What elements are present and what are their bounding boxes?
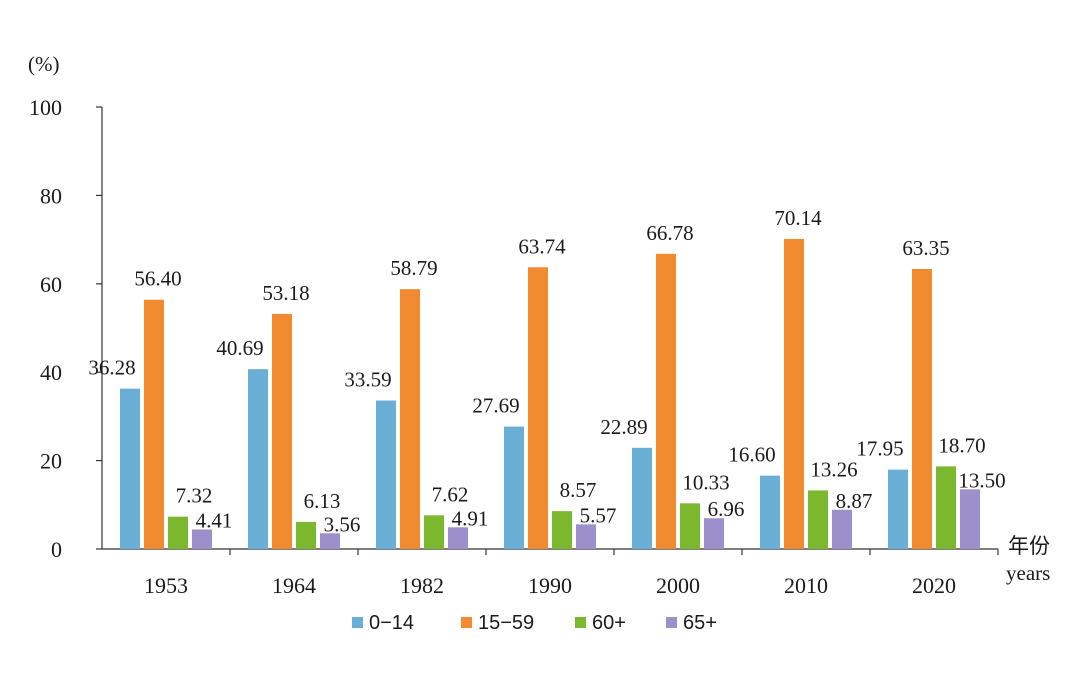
data-label: 3.56 [324, 512, 361, 536]
bar [656, 253, 676, 549]
bar [832, 509, 852, 549]
data-label: 8.87 [836, 489, 873, 513]
legend: 0−14 15−59 60+ 65+ [352, 612, 717, 634]
bar [320, 533, 340, 549]
bar [168, 516, 188, 549]
data-labels: 36.28 56.40 7.324.41 40.69 53.18 6.133.56 33.5… [88, 206, 1005, 536]
bar [528, 267, 548, 549]
bar [808, 490, 828, 549]
bar [376, 400, 396, 549]
legend-swatch [461, 617, 472, 628]
y-tick-label: 80 [40, 183, 62, 208]
data-label: 22.89 [600, 415, 647, 439]
y-tick-label: 40 [40, 360, 62, 385]
y-tick-label: 100 [29, 95, 62, 120]
y-axis-unit: (%) [28, 52, 59, 76]
data-label: 6.13 [304, 489, 341, 513]
data-label: 63.35 [902, 236, 949, 260]
data-label: 66.78 [646, 221, 693, 245]
legend-label: 0−14 [369, 612, 414, 634]
data-label: 10.33 [682, 470, 729, 494]
bar [272, 313, 292, 549]
bar [424, 515, 444, 549]
data-label: 8.57 [560, 478, 597, 502]
data-label: 36.28 [88, 356, 135, 380]
legend-label: 15−59 [478, 612, 534, 634]
bar [888, 469, 908, 549]
data-label: 6.96 [708, 497, 745, 521]
x-axis-unit-en: years [1006, 561, 1050, 585]
bar [552, 511, 572, 549]
y-tick-label: 0 [51, 537, 62, 562]
x-tick-label: 1990 [528, 573, 572, 598]
bar [936, 466, 956, 549]
bar [448, 527, 468, 549]
x-tick-label: 1982 [400, 573, 444, 598]
bar [192, 529, 212, 549]
data-label: 13.26 [810, 457, 857, 481]
legend-swatch [666, 617, 677, 628]
x-tick-label: 1953 [144, 573, 188, 598]
bar [144, 299, 164, 549]
data-label: 53.18 [262, 281, 309, 305]
bar [760, 475, 780, 549]
x-axis-unit-cn: 年份 [1008, 534, 1050, 558]
data-label: 17.95 [856, 437, 903, 461]
data-label: 70.14 [774, 206, 822, 230]
bar [680, 503, 700, 549]
data-label: 5.57 [580, 503, 617, 527]
y-tick-label: 60 [40, 272, 62, 297]
data-label: 7.32 [176, 484, 213, 508]
bar [248, 369, 268, 549]
data-label: 40.69 [216, 336, 263, 360]
bar [120, 388, 140, 549]
x-tick-label: 2020 [912, 573, 956, 598]
data-label: 63.74 [518, 234, 566, 258]
data-label: 4.91 [452, 506, 489, 530]
y-tick-labels: 0 20 40 60 80 100 [29, 95, 62, 562]
x-tick-label: 1964 [272, 573, 316, 598]
legend-label: 65+ [683, 612, 717, 634]
bar [960, 489, 980, 549]
bar [576, 524, 596, 549]
x-tick-label: 2000 [656, 573, 700, 598]
data-label: 56.40 [134, 267, 181, 291]
bar [784, 238, 804, 549]
bar [400, 289, 420, 549]
data-label: 4.41 [196, 509, 233, 533]
data-label: 33.59 [344, 368, 391, 392]
bar [632, 447, 652, 549]
x-tick-label: 2010 [784, 573, 828, 598]
bar [704, 518, 724, 549]
y-tick-label: 20 [40, 449, 62, 474]
data-label: 18.70 [938, 433, 985, 457]
bar [912, 268, 932, 549]
data-label: 13.50 [958, 468, 1005, 492]
legend-swatch [352, 617, 363, 628]
x-tick-labels: 1953 1964 1982 1990 2000 2010 2020 [144, 573, 956, 598]
bar [504, 426, 524, 549]
bar [296, 521, 316, 549]
data-label: 58.79 [390, 256, 437, 280]
bars [120, 238, 980, 549]
data-label: 7.62 [432, 482, 469, 506]
legend-label: 60+ [592, 612, 626, 634]
legend-swatch [575, 617, 586, 628]
data-label: 16.60 [728, 443, 775, 467]
data-label: 27.69 [472, 394, 519, 418]
